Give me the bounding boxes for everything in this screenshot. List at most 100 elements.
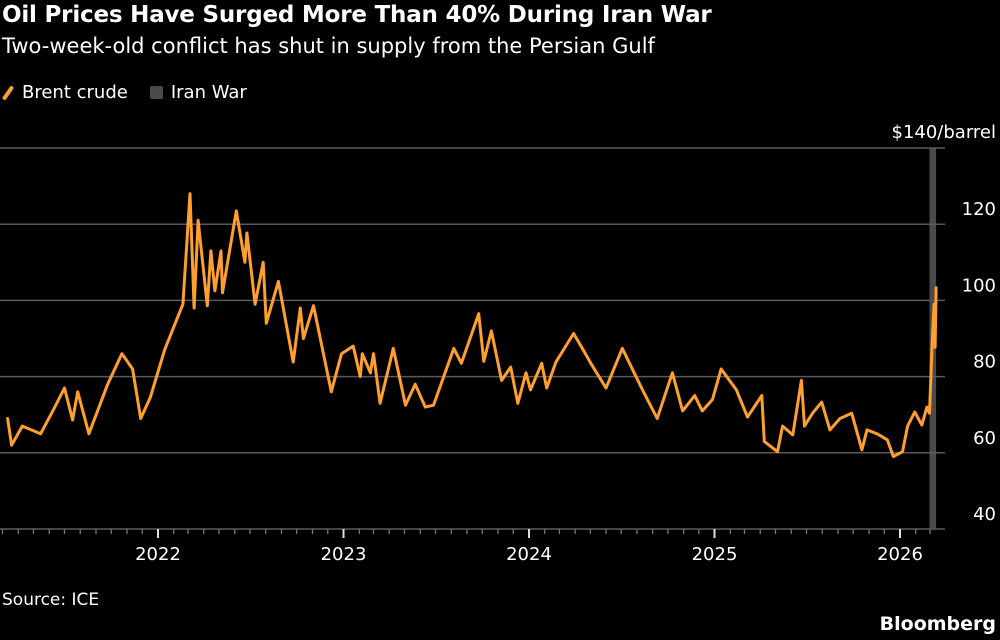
y-tick-label: $140/barrel	[892, 122, 997, 143]
brent-data-point	[621, 347, 624, 350]
brent-data-point	[163, 348, 166, 352]
brent-data-point	[378, 402, 382, 405]
brent-data-point	[299, 306, 302, 310]
brent-data-point	[763, 440, 766, 443]
brent-data-point	[188, 192, 192, 195]
brent-data-point	[711, 398, 714, 401]
brent-data-point	[482, 360, 485, 363]
x-tick-label: 2024	[506, 544, 552, 565]
brent-data-point	[63, 386, 66, 390]
brent-data-point	[235, 209, 238, 213]
brent-data-point	[865, 428, 869, 432]
brent-data-point	[906, 424, 909, 428]
brent-data-point	[192, 306, 196, 310]
brent-data-point	[291, 360, 295, 364]
brent-data-point	[149, 395, 152, 399]
y-tick-label: 100	[962, 275, 996, 296]
brent-data-point	[681, 409, 684, 413]
brent-data-point	[760, 394, 763, 397]
brent-data-point	[545, 386, 548, 390]
brent-data-point	[800, 379, 803, 382]
brent-data-point	[245, 231, 249, 235]
brent-data-point	[51, 409, 54, 413]
brent-data-point	[253, 303, 257, 306]
brent-data-point	[424, 405, 427, 409]
brent-data-point	[589, 362, 593, 365]
brent-data-point	[892, 455, 895, 458]
bloomberg-logo: Bloomberg	[879, 613, 996, 635]
brent-data-point	[930, 346, 934, 349]
brent-data-point	[372, 352, 375, 355]
brent-data-point	[213, 289, 217, 293]
brent-data-point	[361, 352, 364, 355]
brent-data-point	[432, 403, 435, 407]
brent-data-point	[330, 390, 333, 394]
brent-data-point	[803, 424, 806, 428]
brent-data-point	[277, 280, 280, 283]
brent-data-point	[106, 383, 109, 386]
brent-data-point	[838, 417, 842, 420]
brent-data-point	[516, 402, 520, 405]
brent-data-point	[735, 388, 738, 392]
brent-data-point	[781, 424, 784, 428]
brent-data-point	[932, 303, 936, 306]
x-tick-label: 2022	[135, 544, 181, 565]
brent-data-point	[76, 390, 79, 394]
brent-data-point	[206, 304, 209, 307]
brent-data-point	[196, 219, 200, 222]
brent-crude-line	[6, 192, 938, 459]
brent-data-point	[913, 410, 916, 414]
brent-data-point	[524, 371, 528, 374]
brent-data-point	[490, 329, 493, 333]
brent-data-point	[39, 432, 42, 435]
legend-label-brent: Brent crude	[22, 82, 128, 103]
brent-data-point	[413, 383, 417, 386]
brent-data-point	[87, 432, 91, 435]
brent-data-point	[554, 360, 558, 364]
brent-data-point	[928, 411, 931, 415]
brent-data-point	[312, 304, 315, 307]
y-tick-label: 120	[962, 199, 996, 220]
brent-data-point	[529, 388, 532, 392]
x-tick-label: 2023	[321, 544, 367, 565]
brent-data-point	[604, 386, 608, 390]
brent-data-point	[671, 371, 674, 374]
brent-data-point	[302, 337, 305, 340]
brent-data-point	[746, 415, 749, 419]
brent-data-point	[776, 450, 779, 453]
brent-data-point	[875, 432, 879, 435]
y-tick-label: 60	[973, 428, 996, 449]
brent-data-point	[828, 428, 832, 432]
brent-data-point	[221, 291, 224, 294]
y-tick-label: 80	[973, 352, 996, 373]
brent-data-point	[791, 433, 794, 437]
brent-data-point	[477, 312, 480, 315]
x-tick-label: 2025	[692, 544, 738, 565]
brent-data-point	[860, 448, 864, 451]
brent-data-point	[392, 347, 395, 350]
brent-data-point	[265, 322, 268, 325]
brent-data-point	[811, 411, 814, 415]
brent-data-point	[693, 394, 696, 397]
source-note: Source: ICE	[2, 590, 100, 610]
brent-data-point	[460, 362, 463, 365]
brent-data-point	[6, 417, 9, 420]
brent-data-point	[820, 400, 823, 404]
brent-data-point	[933, 346, 937, 349]
brent-data-point	[925, 405, 929, 409]
brent-data-point	[181, 303, 185, 306]
brent-data-point	[934, 286, 938, 290]
chart-title: Oil Prices Have Surged More Than 40% Dur…	[2, 2, 712, 28]
brent-data-point	[886, 438, 889, 442]
brent-data-point	[139, 417, 142, 420]
brent-data-point	[901, 450, 904, 453]
x-tick-label: 2026	[877, 544, 923, 565]
brent-data-point	[580, 346, 583, 349]
brent-data-point	[10, 443, 13, 447]
legend-swatch-iran-war	[149, 86, 163, 99]
brent-data-point	[369, 371, 372, 374]
brent-data-point	[262, 261, 265, 264]
brent-data-point	[641, 388, 644, 392]
brent-data-point	[131, 367, 134, 371]
